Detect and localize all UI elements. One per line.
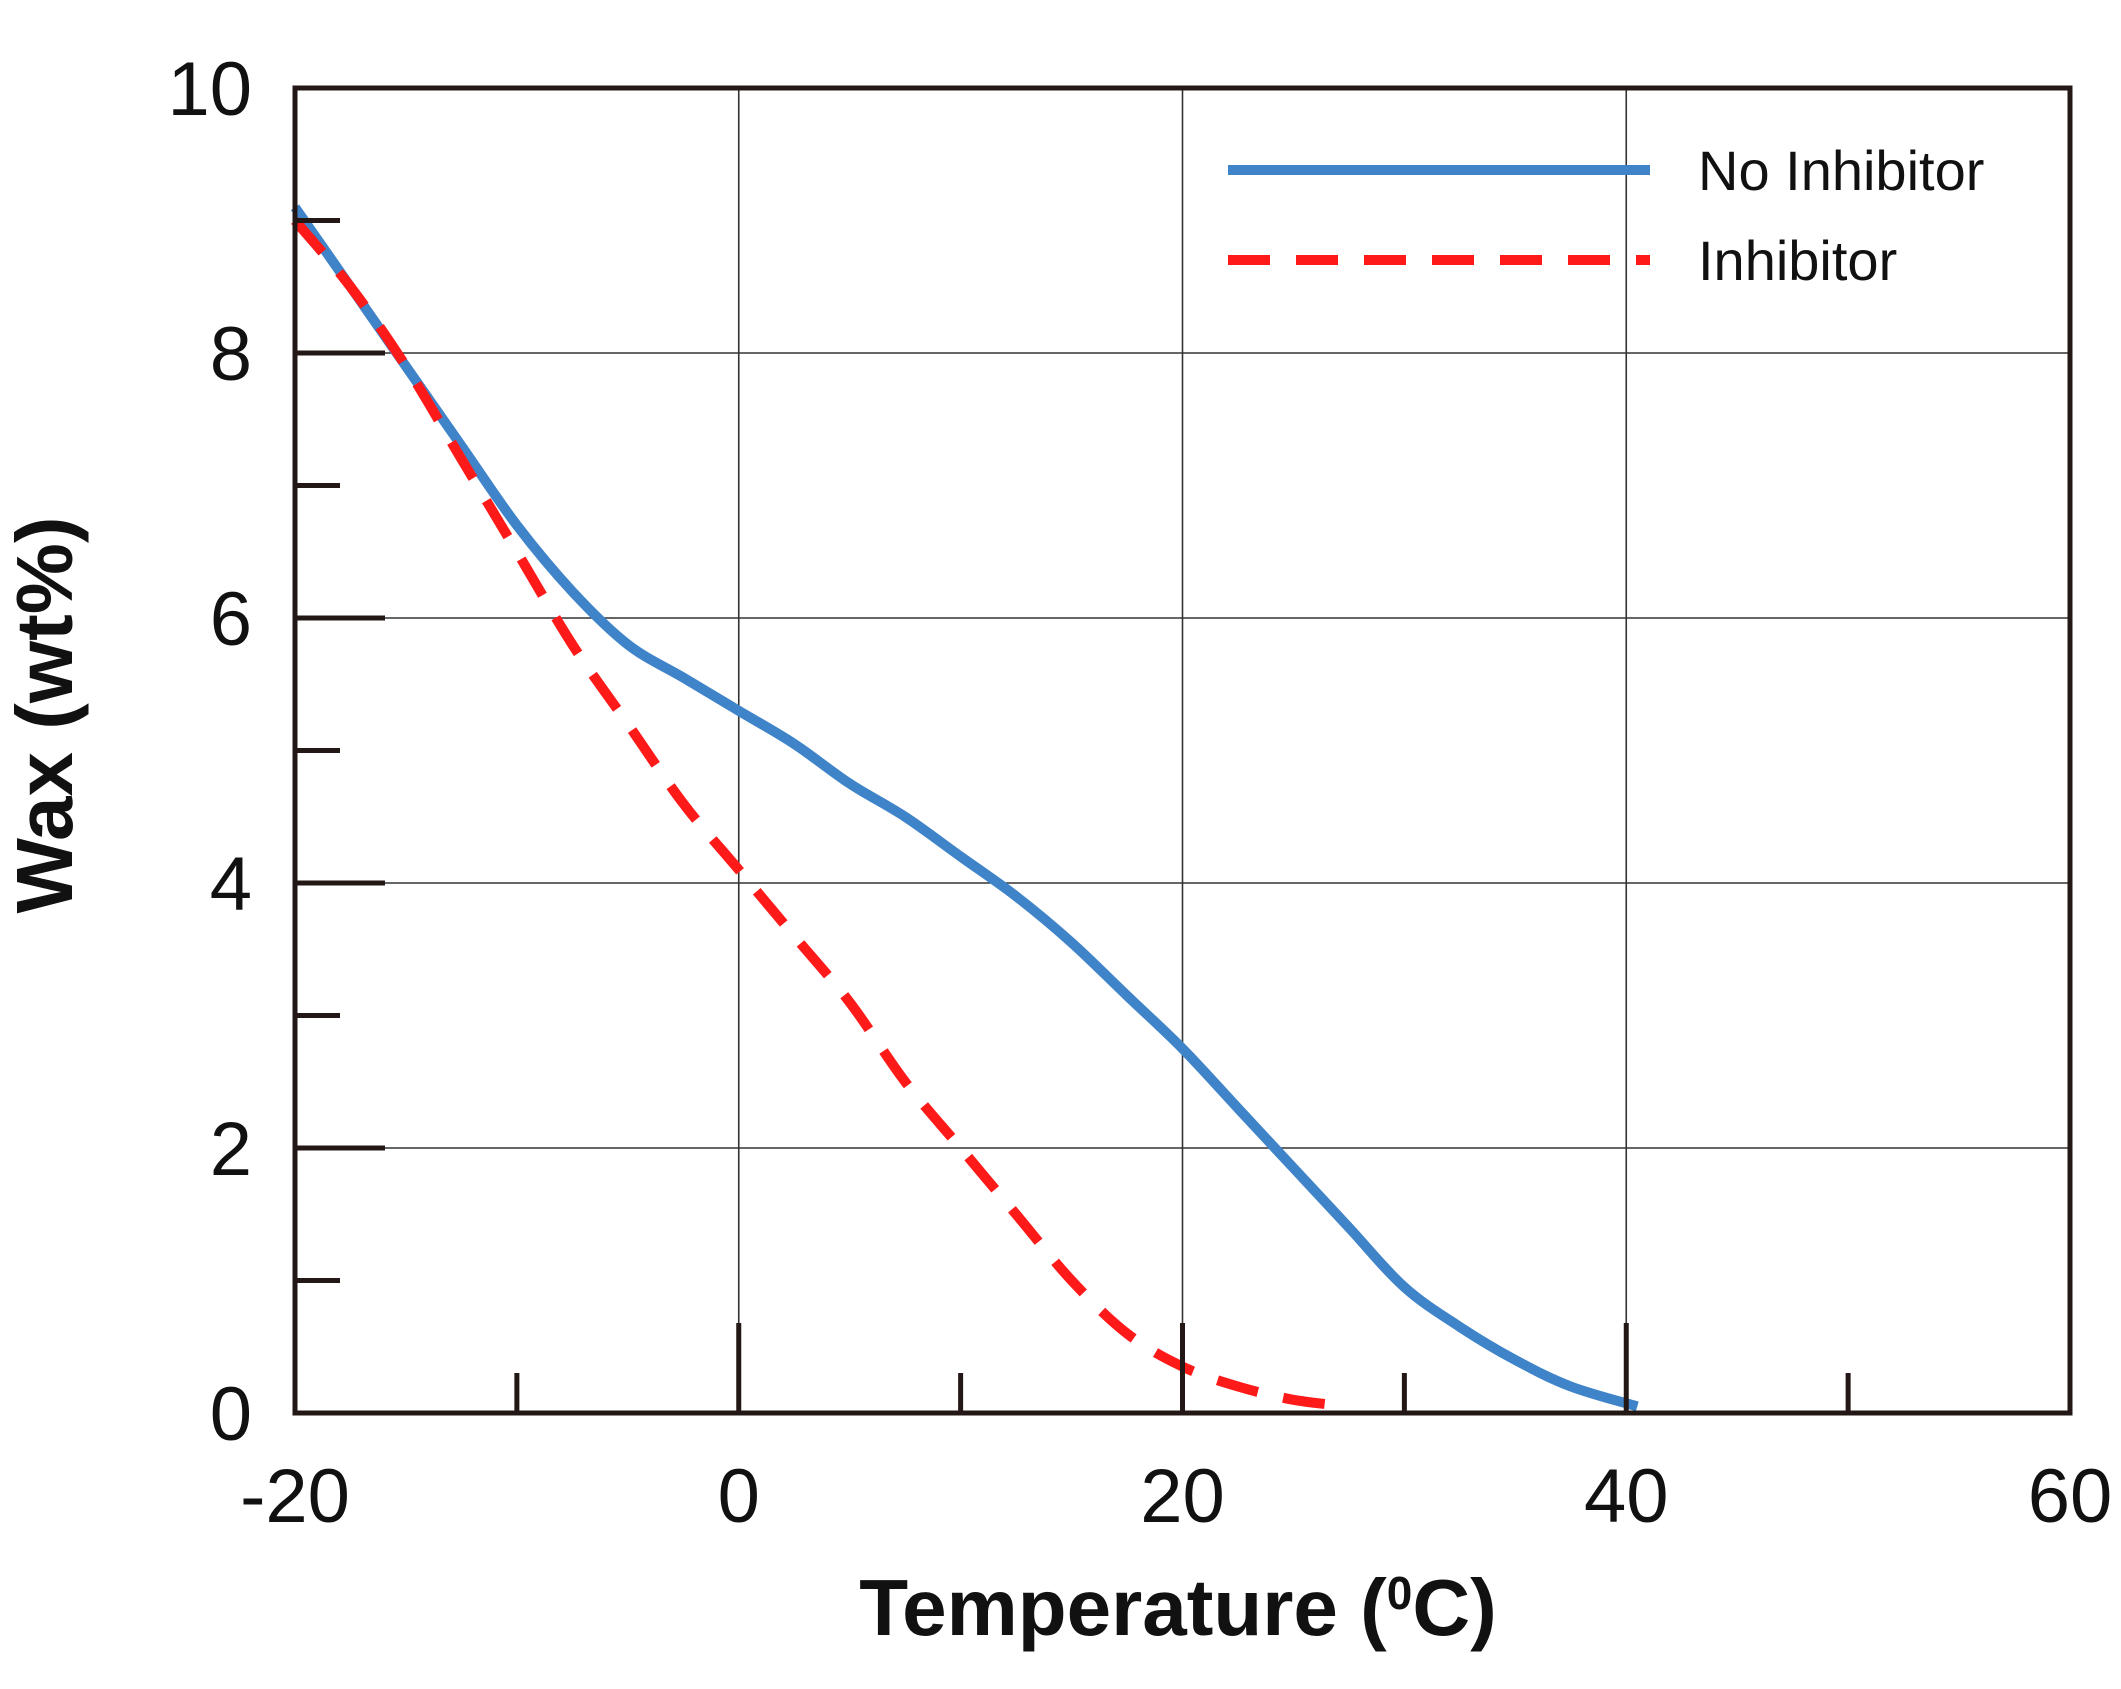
legend-label-no-inhibitor: No Inhibitor (1698, 139, 1984, 202)
y-axis-title: Wax (wt%) (0, 516, 89, 913)
x-tick-label: 60 (2028, 1454, 2113, 1539)
x-axis-title: Temperature (0C) (859, 1563, 1497, 1652)
x-tick-label: -20 (240, 1454, 350, 1539)
legend: No Inhibitor Inhibitor (1228, 139, 1984, 292)
plot-frame (292, 85, 2073, 1416)
y-tick-label: 0 (210, 1372, 252, 1457)
y-tick-label: 10 (167, 47, 252, 132)
grid (295, 88, 2070, 1413)
x-axis-title-sup: 0 (1387, 1567, 1413, 1619)
series-layer (290, 204, 1639, 1412)
series-line-no-inhibitor (290, 204, 1639, 1412)
x-axis-title-main: Temperature ( (859, 1563, 1387, 1652)
y-tick-label: 4 (210, 842, 252, 927)
x-axis-title-end: C) (1412, 1563, 1496, 1652)
x-tick-label: 20 (1140, 1454, 1225, 1539)
legend-label-inhibitor: Inhibitor (1698, 229, 1897, 292)
y-tick-label: 2 (210, 1107, 252, 1192)
x-tick-label: 40 (1584, 1454, 1669, 1539)
y-tick-labels: 0 2 4 6 8 10 (167, 47, 252, 1457)
x-tick-labels: -20 0 20 40 60 (240, 1454, 2112, 1539)
series-line-inhibitor (291, 217, 1350, 1412)
x-tick-label: 0 (718, 1454, 760, 1539)
y-tick-label: 8 (210, 312, 252, 397)
y-tick-label: 6 (210, 577, 252, 662)
